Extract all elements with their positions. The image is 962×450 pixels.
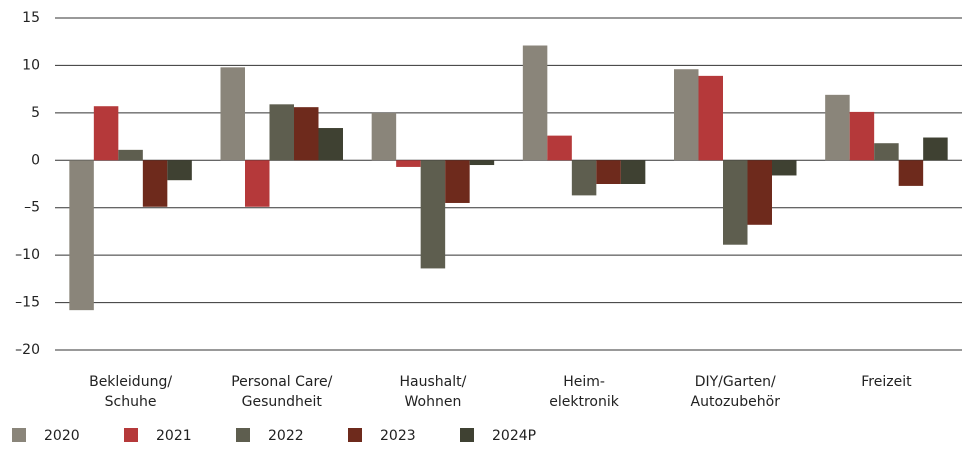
bar — [620, 160, 646, 184]
legend-label: 2024P — [492, 428, 536, 444]
bar — [469, 160, 495, 166]
bar — [547, 135, 572, 161]
bar — [118, 149, 143, 161]
bar — [445, 160, 470, 203]
bar — [898, 160, 924, 186]
bar — [69, 160, 94, 311]
bar — [142, 160, 168, 207]
bar — [294, 107, 319, 161]
y-tick-label: 5 — [31, 105, 40, 121]
x-tick-label: Haushalt/Wohnen — [400, 374, 467, 410]
y-tick-label: –20 — [15, 342, 40, 358]
bar — [93, 106, 119, 161]
x-tick-label: Personal Care/Gesundheit — [231, 374, 332, 410]
x-tick-label: Heim-elektronik — [549, 374, 619, 410]
legend-swatch — [460, 428, 474, 442]
y-tick-label: 0 — [31, 152, 40, 168]
bar — [396, 160, 421, 167]
x-tick-label: DIY/Garten/Autozubehör — [691, 374, 781, 410]
bar — [420, 160, 446, 269]
bar — [723, 160, 748, 245]
bar — [220, 67, 245, 161]
y-tick-label: 15 — [22, 10, 40, 26]
bar — [923, 137, 948, 161]
legend-swatch — [236, 428, 250, 442]
legend-label: 2021 — [156, 428, 192, 444]
bar — [522, 45, 548, 161]
bar — [874, 143, 899, 161]
bar — [698, 75, 723, 161]
y-tick-label: –10 — [15, 247, 40, 263]
y-tick-label: –15 — [15, 295, 40, 311]
x-tick-label: Freizeit — [861, 374, 912, 390]
bar — [596, 160, 621, 184]
legend-label: 2020 — [44, 428, 80, 444]
bar — [825, 94, 850, 161]
bar — [318, 128, 343, 161]
legend-swatch — [12, 428, 26, 442]
legend-label: 2022 — [268, 428, 304, 444]
legend-label: 2023 — [380, 428, 416, 444]
bar — [747, 160, 772, 225]
y-tick-label: –5 — [24, 200, 40, 216]
legend-swatch — [124, 428, 138, 442]
bar — [772, 160, 797, 176]
bar — [371, 112, 397, 161]
bar — [849, 111, 875, 161]
legend-swatch — [348, 428, 362, 442]
bar — [269, 104, 294, 161]
x-tick-label: Bekleidung/Schuhe — [89, 374, 172, 410]
bar — [245, 160, 270, 207]
bar — [571, 160, 597, 196]
bar — [167, 160, 192, 181]
y-tick-label: 10 — [22, 57, 40, 73]
bar — [674, 69, 699, 161]
